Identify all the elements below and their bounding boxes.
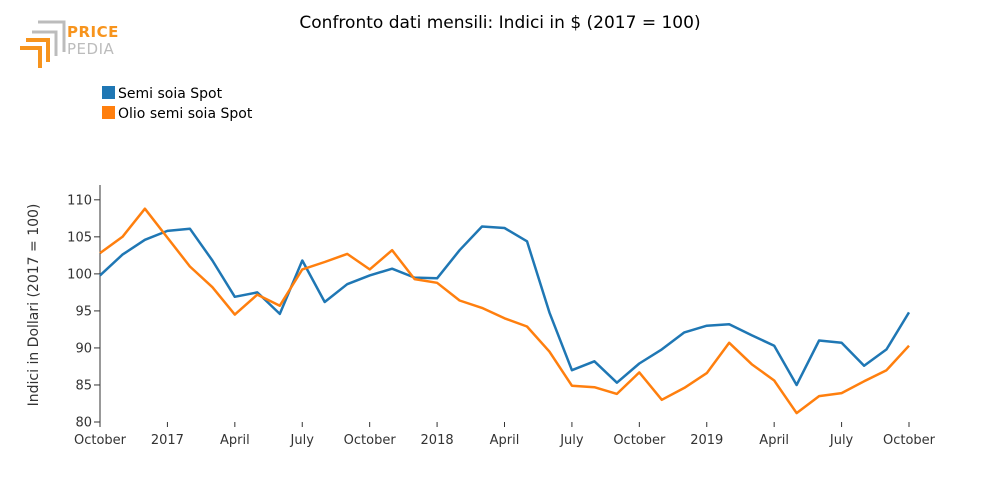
x-tick-label: 2018: [421, 433, 454, 448]
y-tick-label: 95: [75, 304, 92, 319]
series-lines: [99, 207, 911, 415]
x-tick-label: July: [290, 433, 315, 448]
logo-text-price: PRICE: [67, 23, 119, 41]
legend-swatch-semi-soia: [102, 86, 115, 99]
x-tick-label: 2019: [690, 433, 723, 448]
x-tick-label: October: [613, 433, 666, 448]
x-tick-label: July: [559, 433, 584, 448]
series-line-semi-soia[interactable]: [99, 225, 911, 387]
y-tick-label: 100: [67, 267, 92, 282]
chart-title: Confronto dati mensili: Indici in $ (201…: [299, 13, 700, 33]
x-ticks: October 2017 April July October 2018 April July…: [74, 422, 936, 448]
y-tick-label: 85: [75, 378, 92, 393]
x-tick-label: April: [220, 433, 250, 448]
x-tick-label: 2017: [151, 433, 184, 448]
legend-label-semi-soia: Semi soia Spot: [118, 86, 223, 102]
legend: Semi soia Spot Olio semi soia Spot: [102, 86, 253, 122]
y-tick-label: 90: [75, 341, 92, 356]
x-tick-label: October: [883, 433, 936, 448]
y-axis-title: Indici in Dollari (2017 = 100): [26, 204, 42, 407]
series-line-olio-semi-soia[interactable]: [99, 207, 910, 415]
y-tick-label: 105: [67, 230, 92, 245]
x-tick-label: April: [759, 433, 789, 448]
x-tick-label: July: [829, 433, 854, 448]
y-ticks: 80 85 90 95 100 105 110: [67, 193, 100, 431]
legend-swatch-olio-semi-soia: [102, 106, 115, 119]
legend-label-olio-semi-soia: Olio semi soia Spot: [118, 106, 253, 122]
x-tick-label: October: [74, 433, 127, 448]
y-tick-label: 110: [67, 193, 92, 208]
logo-text-pedia: PEDIA: [67, 40, 114, 58]
x-tick-label: April: [490, 433, 520, 448]
legend-item-olio-semi-soia[interactable]: Olio semi soia Spot: [102, 106, 253, 122]
pricepedia-logo: PRICE PEDIA: [20, 20, 119, 68]
legend-item-semi-soia[interactable]: Semi soia Spot: [102, 86, 223, 102]
x-tick-label: October: [344, 433, 397, 448]
y-tick-label: 80: [75, 416, 92, 431]
logo-mark: [20, 20, 66, 68]
